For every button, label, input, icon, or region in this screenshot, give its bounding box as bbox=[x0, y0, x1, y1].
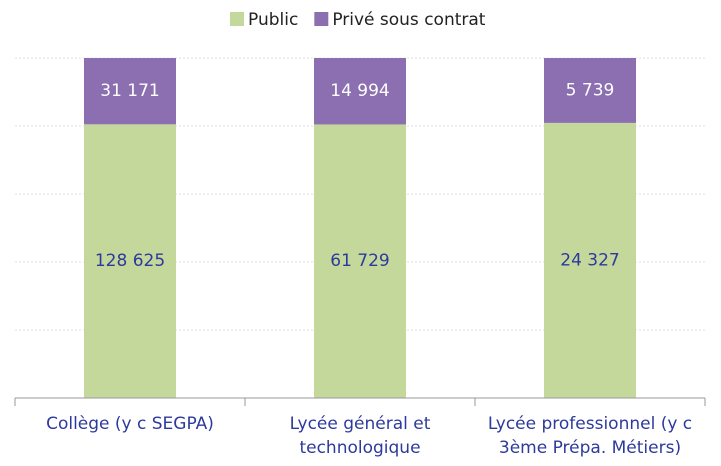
bar-segment bbox=[314, 58, 406, 125]
legend-label: Privé sous contrat bbox=[332, 10, 485, 30]
legend-swatch bbox=[314, 12, 329, 26]
data-label: 61 729 bbox=[330, 251, 389, 271]
legend-swatch bbox=[230, 12, 244, 26]
x-tick-label: Lycée professionnel (y c 3ème Prépa. Mét… bbox=[487, 414, 693, 458]
bar-segment bbox=[314, 124, 406, 399]
bar-segment bbox=[84, 124, 176, 398]
x-tick-label: Lycée général et technologique bbox=[289, 414, 431, 458]
bar-segment bbox=[84, 58, 176, 125]
bar-segment bbox=[544, 58, 636, 123]
data-label: 128 625 bbox=[95, 251, 165, 271]
data-label: 5 739 bbox=[566, 80, 615, 100]
data-label: 31 171 bbox=[100, 81, 159, 101]
bar-segment bbox=[544, 122, 636, 398]
data-label: 24 327 bbox=[560, 250, 619, 270]
data-label: 14 994 bbox=[330, 81, 389, 101]
legend-label: Public bbox=[248, 10, 298, 30]
x-tick-label: Collège (y c SEGPA) bbox=[46, 414, 214, 434]
